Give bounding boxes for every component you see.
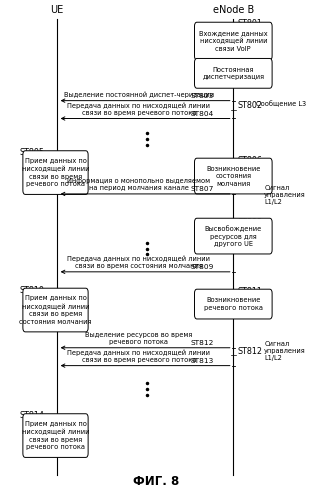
FancyBboxPatch shape — [194, 158, 272, 194]
Text: Сообщение L3: Сообщение L3 — [256, 101, 306, 107]
Text: ФИГ. 8: ФИГ. 8 — [133, 475, 179, 488]
Text: Информация о монопольно выделяемом
на период молчания канале: Информация о монопольно выделяемом на пе… — [67, 179, 211, 192]
Text: ST805: ST805 — [20, 148, 45, 157]
Text: Передача данных по нисходящей линии
связи во время состояния молчания: Передача данных по нисходящей линии связ… — [67, 256, 211, 269]
Text: ST806: ST806 — [237, 156, 262, 165]
Text: ST811: ST811 — [237, 287, 262, 296]
Text: Прием данных по
нисходящей линии
связи во время
состояния молчания: Прием данных по нисходящей линии связи в… — [19, 295, 92, 325]
FancyBboxPatch shape — [194, 58, 272, 88]
Text: Прием данных по
нисходящей линии
связи во время
речевого потока: Прием данных по нисходящей линии связи в… — [22, 158, 89, 187]
Text: ST803: ST803 — [191, 93, 214, 99]
Text: Передача данных по нисходящей линии
связи во время речевого потока: Передача данных по нисходящей линии связ… — [67, 350, 211, 363]
FancyBboxPatch shape — [23, 414, 88, 458]
FancyBboxPatch shape — [23, 151, 88, 195]
Text: eNode B: eNode B — [213, 5, 254, 15]
Text: Прием данных по
нисходящей линии
связи во время
речевого потока: Прием данных по нисходящей линии связи в… — [22, 421, 89, 450]
Text: Вхождение данных
нисходящей линии
связи VoIP: Вхождение данных нисходящей линии связи … — [199, 30, 268, 52]
Text: ST801: ST801 — [237, 19, 262, 28]
FancyBboxPatch shape — [194, 22, 272, 60]
Text: ST812: ST812 — [237, 347, 262, 356]
Text: ST802: ST802 — [237, 101, 262, 110]
Text: ST804: ST804 — [191, 111, 214, 117]
Text: ST814: ST814 — [20, 411, 45, 420]
Text: Возникновение
речевого потока: Возникновение речевого потока — [204, 297, 263, 311]
Text: Сигнал
управления
L1/L2: Сигнал управления L1/L2 — [264, 341, 306, 361]
Text: ST809: ST809 — [191, 264, 214, 270]
Text: ST810: ST810 — [20, 286, 45, 295]
Text: Постоянная
диспетчеризация: Постоянная диспетчеризация — [202, 66, 264, 80]
Text: Сигнал
управления
L1/L2: Сигнал управления L1/L2 — [264, 185, 306, 205]
Text: Высвобождение
ресурсов для
другого UE: Высвобождение ресурсов для другого UE — [205, 225, 262, 247]
Text: ST808: ST808 — [237, 218, 262, 227]
FancyBboxPatch shape — [194, 218, 272, 254]
Text: ST812: ST812 — [191, 340, 214, 346]
FancyBboxPatch shape — [194, 289, 272, 319]
Text: UE: UE — [51, 5, 64, 15]
FancyBboxPatch shape — [23, 288, 88, 332]
Text: ST807: ST807 — [191, 187, 214, 193]
Text: ST813: ST813 — [191, 358, 214, 364]
Text: Возникновение
состояния
молчания: Возникновение состояния молчания — [206, 166, 261, 187]
Text: Выделение ресурсов во время
речевого потока: Выделение ресурсов во время речевого пот… — [85, 332, 193, 345]
Text: Выделение постоянной диспет-черизации: Выделение постоянной диспет-черизации — [64, 92, 214, 98]
Text: Передача данных по нисходящей линии
связи во время речевого потока: Передача данных по нисходящей линии связ… — [67, 102, 211, 116]
